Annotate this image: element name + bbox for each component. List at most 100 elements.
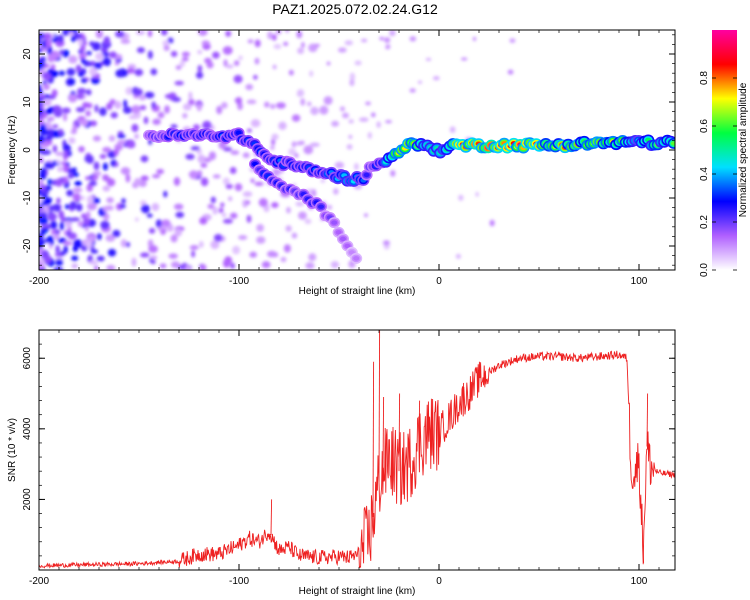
speckle-blob [51, 37, 58, 43]
speckle-blob [170, 261, 181, 269]
speckle-blob [47, 178, 53, 186]
speckle-blob [42, 71, 52, 81]
speckle-blob [40, 184, 46, 191]
speckle-blob [92, 135, 102, 142]
speckle-blob [150, 259, 156, 265]
colorbar: 0.0 0.2 0.4 0.6 0.8 Normalized spectral ampl… [699, 30, 749, 277]
speckle-blob [103, 36, 111, 45]
speckle-blob [152, 118, 161, 125]
speckle-blob [115, 69, 125, 78]
speckle-blob [83, 217, 91, 226]
speckle-blob [92, 197, 100, 204]
speckle-blob [234, 183, 243, 192]
speckle-blob [201, 40, 210, 46]
speckle-blob [382, 240, 390, 246]
speckle-blob [125, 173, 131, 183]
speckle-blob [55, 259, 64, 266]
speckle-blob [63, 245, 68, 254]
speckle-blob [379, 36, 384, 41]
speckle-blob [475, 192, 479, 197]
speckle-blob [76, 92, 85, 100]
speckle-blob [58, 210, 65, 219]
y-tick-label: -20 [22, 238, 33, 253]
speckle-blob [197, 170, 203, 177]
ridge-blob [363, 172, 370, 178]
speckle-blob [131, 105, 141, 114]
speckle-blob [122, 99, 128, 108]
spectrogram-x-ticks: -200 -100 0 100 [29, 30, 660, 287]
speckle-blob [272, 64, 277, 70]
speckle-blob [39, 48, 43, 53]
speckle-blob [39, 212, 48, 219]
speckle-blob [271, 133, 279, 141]
speckle-blob [270, 145, 275, 151]
speckle-blob [247, 39, 254, 44]
speckle-blob [135, 30, 145, 35]
ridge-blob [670, 141, 675, 146]
speckle-blob [360, 38, 368, 43]
speckle-blob [99, 154, 107, 159]
branch-blob [318, 204, 324, 209]
speckle-blob [185, 265, 192, 270]
speckle-blob [140, 200, 147, 206]
speckle-blob [80, 77, 88, 84]
speckle-blob [385, 120, 392, 124]
speckle-blob [55, 178, 63, 187]
speckle-blob [102, 146, 112, 153]
x-tick-label: -200 [29, 276, 49, 287]
x-tick-label: 100 [631, 276, 648, 287]
snr-spike [646, 393, 649, 447]
speckle-blob [337, 47, 347, 53]
speckle-blob [342, 112, 349, 119]
speckle-blob [78, 146, 85, 153]
speckle-blob [47, 68, 55, 74]
speckle-blob [68, 94, 78, 103]
speckle-blob [261, 261, 271, 269]
speckle-blob [238, 55, 243, 61]
speckle-blob [170, 50, 178, 58]
speckle-blob [93, 161, 100, 171]
snr-x-ticks: -200 -100 0 100 [29, 330, 660, 587]
speckle-blob [42, 83, 50, 91]
speckle-blob [353, 163, 359, 171]
speckle-blob [208, 151, 217, 161]
speckle-blob [106, 102, 113, 111]
y-tick-label: 20 [22, 48, 33, 60]
speckle-blob [223, 59, 228, 67]
speckle-blob [288, 148, 297, 156]
speckle-blob [92, 175, 99, 181]
speckle-blob [230, 262, 235, 270]
speckle-blob [54, 229, 60, 235]
speckle-blob [120, 239, 128, 248]
speckle-blob [225, 64, 234, 69]
speckle-blob [87, 202, 97, 211]
speckle-blob [39, 102, 44, 107]
speckle-blob [93, 62, 103, 70]
speckle-blob [63, 150, 69, 158]
speckle-blob [62, 112, 68, 122]
speckle-blob [160, 30, 168, 36]
speckle-blob [81, 68, 87, 75]
speckle-blob [39, 145, 42, 154]
speckle-blob [84, 155, 93, 163]
colorbar-tick-label: 0.8 [699, 71, 710, 85]
branch-blob [353, 256, 360, 261]
speckle-blob [150, 68, 158, 76]
speckle-blob [371, 112, 376, 118]
speckle-blob [47, 106, 54, 112]
speckle-blob [189, 170, 198, 180]
speckle-blob [117, 139, 127, 145]
speckle-blob [254, 57, 260, 65]
speckle-blob [134, 68, 144, 77]
speckle-blob [61, 161, 66, 166]
speckle-blob [39, 88, 43, 95]
speckle-blob [348, 119, 354, 124]
speckle-blob [66, 68, 76, 76]
speckle-blob [182, 103, 192, 111]
speckle-blob [250, 119, 261, 128]
speckle-blob [339, 106, 345, 112]
speckle-blob [156, 168, 165, 175]
speckle-blob [271, 202, 279, 208]
speckle-blob [225, 183, 233, 190]
